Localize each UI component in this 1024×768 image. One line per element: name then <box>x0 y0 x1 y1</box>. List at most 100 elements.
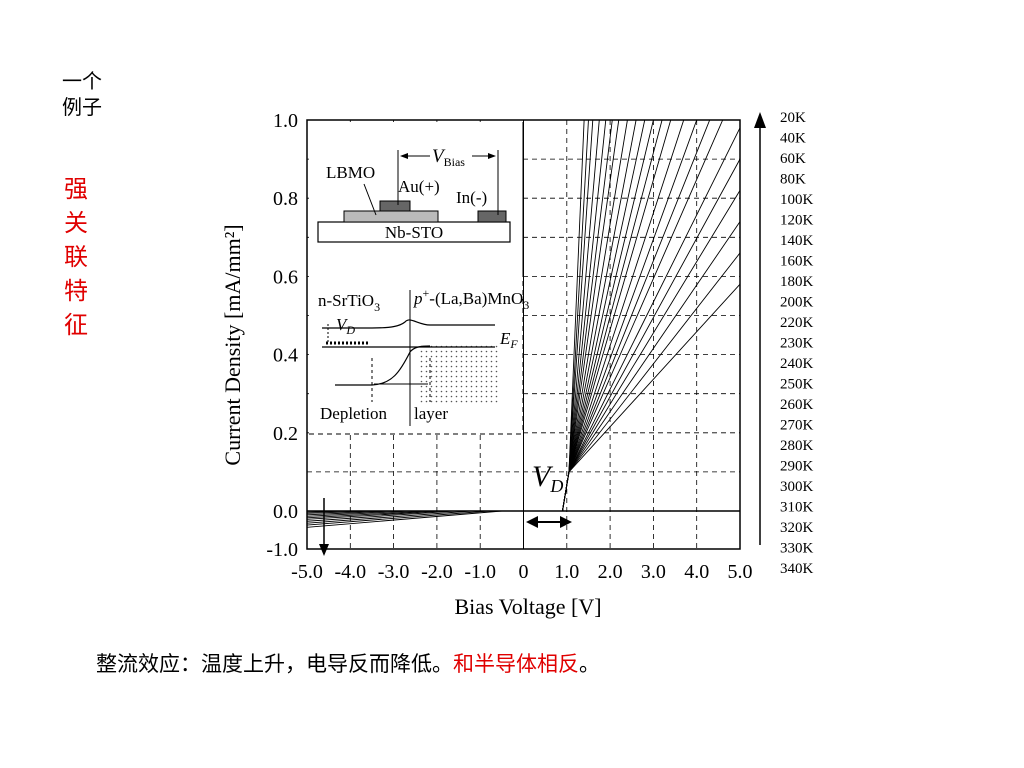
iv-curve-forward <box>523 221 741 512</box>
x-tick-label: 4.0 <box>684 561 709 583</box>
side-keyword: 强 关 联 特 征 <box>64 172 94 342</box>
nb-sto-label: Nb-STO <box>385 223 443 242</box>
legend-entry: 180K <box>780 274 814 290</box>
iv-curve-reverse <box>306 510 442 520</box>
y-tick-label: 0.6 <box>273 266 298 288</box>
x-tick-label: -2.0 <box>421 561 453 583</box>
x-tick-label: 5.0 <box>728 561 753 583</box>
legend-entry: 200K <box>780 295 814 311</box>
legend-entry: 240K <box>780 356 814 372</box>
depletion-label: Depletion <box>320 404 388 423</box>
x-tick-label: -4.0 <box>334 561 366 583</box>
n-srtio3-label: n-SrTiO3 <box>318 291 380 314</box>
x-tick-label: 3.0 <box>641 561 666 583</box>
side-title: 一个 例子 <box>62 68 102 120</box>
dotted-region <box>418 345 498 405</box>
iv-curve-reverse <box>306 510 429 519</box>
legend-entry: 20K <box>780 110 806 126</box>
x-tick-label: -5.0 <box>291 561 323 583</box>
x-tick-label: 0 <box>519 561 529 583</box>
side-title-line-1: 一个 <box>62 69 102 93</box>
y-tick-label: -1.0 <box>266 539 298 561</box>
au-label: Au(+) <box>398 177 440 196</box>
vbias-label: VBias <box>432 146 465 169</box>
legend-entry: 120K <box>780 213 814 229</box>
legend-entry: 230K <box>780 336 814 352</box>
in-contact <box>477 210 507 223</box>
down-arrow-head <box>319 544 329 556</box>
caption-main: 整流效应：温度上升，电导反而降低。 <box>96 652 453 676</box>
au-contact <box>379 200 411 212</box>
n-srtio3-sub: 3 <box>374 300 380 314</box>
side-keyword-char-3: 联 <box>64 243 88 271</box>
in-label: In(-) <box>456 188 487 207</box>
temperature-arrow-head <box>754 112 766 128</box>
iv-curve-forward <box>523 190 741 512</box>
legend-entry: 40K <box>780 131 806 147</box>
iv-curve-forward <box>523 283 741 512</box>
x-tick-labels: -5.0 -4.0 -3.0 -2.0 -1.0 0 1.0 2.0 3.0 4.0 5.0 <box>291 561 752 583</box>
legend-entry: 290K <box>780 459 814 475</box>
y-tick-label: 0.0 <box>273 501 298 523</box>
vd-inset-sub: D <box>345 323 355 337</box>
side-keyword-char-2: 关 <box>64 209 88 237</box>
caption-end: 。 <box>579 652 600 676</box>
conduction-band <box>322 319 495 329</box>
caption: 整流效应：温度上升，电导反而降低。和半导体相反。 <box>96 648 600 678</box>
legend-entry: 100K <box>780 192 814 208</box>
iv-curve-reverse <box>306 510 351 513</box>
lbmo-pointer <box>363 183 377 216</box>
y-axis-label: Current Density [mA/mm²] <box>220 224 245 465</box>
caption-highlight: 和半导体相反 <box>453 652 579 676</box>
valence-band <box>335 345 431 386</box>
vd-annotation: VD <box>532 460 563 496</box>
layer-label: layer <box>414 404 448 423</box>
vd-annotation-sub: D <box>549 476 563 496</box>
legend-entry: 300K <box>780 479 814 495</box>
x-tick-label: -1.0 <box>464 561 496 583</box>
iv-curve-reverse <box>306 510 472 524</box>
ef-sub: F <box>509 337 518 351</box>
legend-entry: 80K <box>780 172 806 188</box>
p-lbmo-label: p+-(La,Ba)MnO3 <box>413 286 529 312</box>
iv-curve-reverse <box>306 510 377 514</box>
side-keyword-char-1: 强 <box>64 175 88 203</box>
ef-label: EF <box>499 329 518 351</box>
y-tick-label: 0.8 <box>273 188 298 210</box>
side-title-line-2: 例子 <box>62 95 102 119</box>
y-tick-labels: 1.0 0.8 0.6 0.4 0.2 0.0 -1.0 <box>266 110 298 561</box>
p-lbmo-sup: + <box>423 286 430 300</box>
side-keyword-char-4: 特 <box>64 277 88 305</box>
vd-arrow-left <box>526 516 538 528</box>
vd-inset-label: VD <box>336 315 355 337</box>
p-lbmo-rest: -(La,Ba)MnO <box>429 289 523 308</box>
inset-schematic: Nb-STO LBMO Au(+) In(-) VBias n-SrTiO3 p… <box>309 122 529 435</box>
x-tick-label: -3.0 <box>378 561 410 583</box>
iv-curve-reverse <box>306 510 455 522</box>
x-tick-label: 2.0 <box>598 561 623 583</box>
vd-arrow-right <box>560 516 572 528</box>
x-axis-label: Bias Voltage [V] <box>454 594 601 619</box>
x-tick-label: 1.0 <box>554 561 579 583</box>
temperature-legend: 20K 40K 60K 80K 100K 120K 140K 160K 180K 200K 220K… <box>780 110 814 577</box>
legend-entry: 160K <box>780 254 814 270</box>
y-tick-label: 1.0 <box>273 110 298 132</box>
p-lbmo-sub: 3 <box>523 298 529 312</box>
legend-entry: 260K <box>780 397 814 413</box>
legend-entry: 280K <box>780 438 814 454</box>
side-keyword-char-5: 征 <box>64 311 88 339</box>
iv-curve-reverse <box>306 510 489 526</box>
legend-entry: 140K <box>780 233 814 249</box>
legend-entry: 330K <box>780 541 814 557</box>
legend-entry: 270K <box>780 418 814 434</box>
iv-curve-reverse <box>306 510 502 528</box>
vbias-sub: Bias <box>444 155 466 169</box>
lbmo-film <box>343 210 439 223</box>
iv-curve-reverse <box>306 510 394 516</box>
y-tick-label: 0.4 <box>273 345 298 367</box>
y-tick-label: 0.2 <box>273 423 298 445</box>
curves <box>306 119 741 528</box>
legend-entry: 310K <box>780 500 814 516</box>
legend-entry: 250K <box>780 377 814 393</box>
